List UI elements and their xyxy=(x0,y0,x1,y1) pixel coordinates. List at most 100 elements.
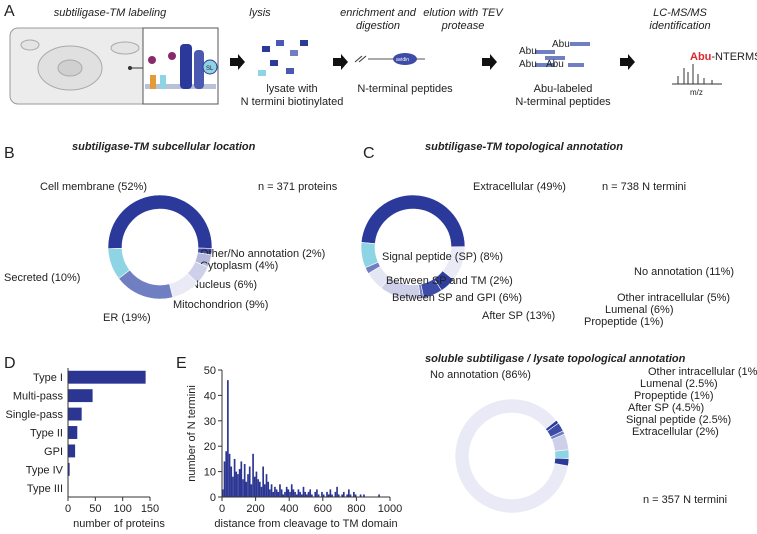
histogram-bar xyxy=(232,476,234,497)
y-tick-label: Multi-pass xyxy=(13,391,64,403)
step-caption: Abu-labeled N-terminal peptides xyxy=(515,83,611,108)
x-tick-label: 150 xyxy=(141,503,159,515)
ms-axis: m/z xyxy=(690,88,703,97)
histogram-bar xyxy=(253,476,256,497)
histogram-bar xyxy=(337,494,340,497)
organelle xyxy=(20,39,40,51)
histogram-bar xyxy=(327,494,330,497)
x-tick-label: 1000 xyxy=(378,503,402,515)
y-tick-label: 0 xyxy=(210,492,216,504)
segment-label: No annotation (11%) xyxy=(634,266,734,278)
histogram-bar xyxy=(280,489,283,497)
segment-label: Signal peptide (2.5%) xyxy=(626,414,731,426)
histogram-bar xyxy=(264,484,266,497)
segment-label: ER (19%) xyxy=(103,312,151,324)
x-tick-label: 100 xyxy=(113,503,131,515)
histogram-bar xyxy=(267,481,270,497)
histogram-bar xyxy=(359,494,362,497)
protein xyxy=(194,50,204,89)
histogram-bar xyxy=(279,484,281,497)
x-tick-label: 400 xyxy=(280,503,298,515)
segment-label: After SP (13%) xyxy=(482,310,555,322)
fragment xyxy=(262,46,270,52)
histogram-bar xyxy=(227,380,229,497)
panel-label: C xyxy=(363,145,375,162)
annotation: n = 357 N termini xyxy=(643,494,727,506)
bar xyxy=(68,444,76,458)
peptide-illustration xyxy=(354,53,425,65)
break xyxy=(354,55,363,63)
bar xyxy=(68,462,70,476)
step-label: lysis xyxy=(249,7,271,19)
protein xyxy=(160,75,166,89)
histogram-bar xyxy=(275,489,278,497)
donut-segment xyxy=(107,194,213,250)
histogram-bar xyxy=(353,491,355,497)
fragment xyxy=(286,68,294,74)
histogram-bar xyxy=(306,494,308,497)
step-label-line: lysis xyxy=(249,7,271,19)
arrow xyxy=(230,54,245,70)
segment-label: Mitochondrion (9%) xyxy=(173,299,268,311)
protein xyxy=(180,44,192,89)
donut-segment xyxy=(107,248,131,279)
step-label: elution with TEV protease xyxy=(423,7,504,32)
histogram-bar xyxy=(317,494,320,497)
lysate-illustration xyxy=(258,40,308,76)
histogram-bar xyxy=(285,486,288,497)
cell-illustration xyxy=(9,27,219,105)
x-tick-label: 800 xyxy=(347,503,365,515)
histogram-bar xyxy=(342,491,345,497)
histogram-bar xyxy=(329,489,332,497)
histogram-bar xyxy=(235,471,238,497)
fragment xyxy=(290,50,298,56)
protein xyxy=(168,52,176,60)
peptide xyxy=(568,63,584,67)
histogram-bar xyxy=(295,494,298,497)
step-caption: N-terminal peptides xyxy=(357,83,453,95)
histogram-bar xyxy=(270,484,273,497)
histogram-bar xyxy=(300,494,303,497)
segment-label: Nucleus (6%) xyxy=(191,279,257,291)
histogram-bar xyxy=(326,491,328,497)
segment-label: Cytoplasm (4%) xyxy=(200,260,278,272)
step-caption-line: lysate with xyxy=(266,83,317,95)
bead-label: avidin xyxy=(396,57,409,63)
histogram-bar xyxy=(284,491,286,497)
protein xyxy=(150,75,156,89)
segment-label: Lumenal (6%) xyxy=(605,304,673,316)
chart-title: subtiligase-TM topological annotation xyxy=(425,141,623,153)
spectrum xyxy=(672,64,722,85)
enzyme-label: SL xyxy=(206,66,214,72)
segment-label: Cell membrane (52%) xyxy=(40,181,147,193)
histogram-bar xyxy=(346,494,348,497)
histogram-bar xyxy=(257,479,259,497)
avidin-bead xyxy=(393,53,417,65)
y-tick-label: 40 xyxy=(204,390,216,402)
histogram-bar xyxy=(334,491,337,497)
step-label: LC-MS/MS identification xyxy=(649,7,710,32)
chart-title: soluble subtiligase / lysate topological… xyxy=(425,353,686,365)
step-label: enrichment and digestion xyxy=(340,7,417,32)
histogram-bar xyxy=(302,486,305,497)
y-tick-label: Type II xyxy=(30,428,63,440)
protein xyxy=(148,56,156,64)
fragment xyxy=(276,40,284,46)
histogram-bar xyxy=(233,458,236,497)
segment-label: Secreted (10%) xyxy=(4,272,80,284)
step-label-line: digestion xyxy=(356,20,400,32)
donut-segment xyxy=(454,398,569,514)
organelle xyxy=(110,41,140,55)
step-label-line: LC-MS/MS xyxy=(653,7,707,19)
ms-sequence-text: -NTERMSEQ xyxy=(711,51,757,63)
histogram-bar xyxy=(223,461,226,497)
ms-prefix: Abu xyxy=(690,51,711,63)
segment-label: Between SP and GPI (6%) xyxy=(392,292,522,304)
enzyme xyxy=(202,59,218,75)
histogram-bar xyxy=(287,489,290,497)
histogram-bar xyxy=(311,494,313,497)
histogram-bar xyxy=(321,491,323,497)
y-tick-label: Type III xyxy=(27,483,63,495)
